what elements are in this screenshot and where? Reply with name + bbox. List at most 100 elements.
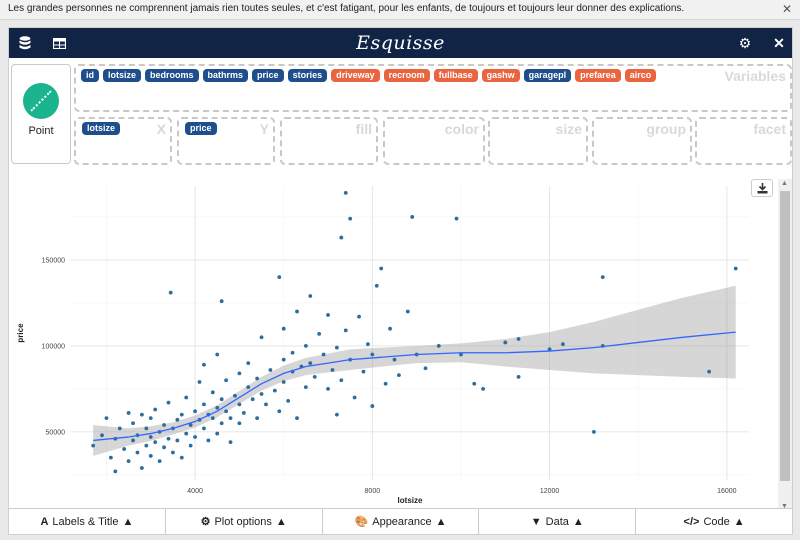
- data-point: [423, 366, 428, 371]
- palette-icon: 🎨: [354, 516, 369, 528]
- labels-title-button[interactable]: A Labels & Title ▲: [9, 509, 166, 534]
- data-point: [237, 402, 242, 407]
- y-tick-label: 50000: [46, 429, 66, 436]
- data-point: [436, 343, 441, 348]
- data-point: [312, 374, 317, 379]
- notice-close-icon[interactable]: ✕: [781, 2, 792, 16]
- size-dropzone[interactable]: size: [488, 117, 588, 165]
- data-point: [246, 361, 251, 365]
- x-dropzone[interactable]: lotsize X: [74, 117, 172, 165]
- data-point: [733, 266, 738, 271]
- data-point: [334, 345, 339, 350]
- variable-chip-lotsize[interactable]: lotsize: [103, 69, 142, 82]
- data-point: [202, 362, 206, 367]
- scroll-down-icon[interactable]: ▼: [781, 503, 788, 510]
- data-point: [197, 380, 202, 384]
- color-dropzone[interactable]: color: [383, 117, 485, 165]
- data-point: [184, 395, 189, 400]
- data-point: [215, 431, 220, 436]
- geom-selector[interactable]: Point: [11, 64, 71, 164]
- plot-scrollbar[interactable]: ▲ ▼: [778, 179, 792, 511]
- variable-chip-gashw[interactable]: gashw: [481, 69, 520, 82]
- data-point: [308, 361, 313, 365]
- data-point: [206, 438, 211, 443]
- data-point: [410, 215, 415, 219]
- data-point: [188, 423, 193, 427]
- data-point: [228, 416, 233, 421]
- data-point: [157, 459, 162, 463]
- x-tick-label: 12000: [540, 488, 560, 495]
- variable-chip-prefarea[interactable]: prefarea: [575, 69, 621, 82]
- data-point: [397, 373, 401, 378]
- data-point: [308, 294, 313, 298]
- size-label: size: [555, 121, 582, 137]
- scroll-up-icon[interactable]: ▲: [781, 180, 788, 187]
- data-point: [343, 190, 348, 195]
- data-point: [281, 357, 286, 362]
- data-point: [281, 326, 286, 331]
- database-icon[interactable]: [17, 35, 33, 51]
- variable-chip-id[interactable]: id: [81, 69, 99, 82]
- code-label: Code: [703, 515, 730, 528]
- appearance-button[interactable]: 🎨 Appearance ▲: [322, 509, 480, 534]
- variable-chip-bathrms[interactable]: bathrms: [202, 69, 249, 82]
- download-button[interactable]: [751, 179, 773, 197]
- variable-chip-recroom[interactable]: recroom: [383, 69, 430, 82]
- data-point: [330, 368, 335, 372]
- variable-chip-fullbase[interactable]: fullbase: [433, 69, 478, 82]
- data-point: [317, 331, 322, 336]
- x-tick-label: 16000: [717, 488, 737, 495]
- download-icon: [757, 182, 767, 193]
- plot-options-button[interactable]: ⚙ Plot options ▲: [165, 509, 323, 534]
- data-point: [303, 385, 308, 390]
- data-point: [326, 313, 330, 317]
- variable-chip-price[interactable]: price: [252, 69, 284, 82]
- scrollbar-thumb[interactable]: [780, 191, 790, 481]
- data-point: [241, 411, 246, 415]
- geom-label: Point: [28, 125, 54, 137]
- table-icon[interactable]: [51, 35, 67, 51]
- data-point: [171, 450, 175, 455]
- data-point: [361, 369, 366, 374]
- group-dropzone[interactable]: group: [592, 117, 692, 165]
- smooth-line: [93, 331, 736, 442]
- variable-chip-stories[interactable]: stories: [287, 69, 328, 82]
- variable-chip-bedrooms[interactable]: bedrooms: [145, 69, 199, 82]
- data-point: [144, 426, 149, 431]
- x-axis-title: lotsize: [398, 496, 423, 505]
- variables-dropzone[interactable]: id lotsize bedrooms bathrms price stories driv…: [74, 64, 792, 112]
- notice-text: Les grandes personnes ne comprennent jam…: [8, 3, 685, 14]
- fill-dropzone[interactable]: fill: [280, 117, 378, 165]
- group-label: group: [646, 121, 686, 137]
- data-point: [259, 335, 264, 340]
- data-point: [388, 326, 392, 331]
- data-point: [162, 423, 166, 427]
- data-point: [357, 314, 361, 319]
- code-button[interactable]: </> Code ▲: [636, 509, 792, 534]
- y-dropzone[interactable]: price Y: [177, 117, 275, 165]
- caret-up-icon: ▲: [122, 515, 134, 528]
- variable-chip-garagepl[interactable]: garagepl: [523, 69, 572, 82]
- data-point: [264, 402, 268, 407]
- data-button[interactable]: ▼ Data ▲: [479, 509, 637, 534]
- close-icon[interactable]: ✕: [773, 34, 785, 51]
- data-point: [516, 374, 521, 379]
- data-point: [148, 416, 153, 421]
- data-point: [374, 283, 379, 288]
- header-bar: Esquisse ⚙ ✕: [9, 28, 792, 58]
- data-point: [166, 436, 171, 441]
- facet-dropzone[interactable]: facet: [695, 117, 792, 165]
- data-point: [392, 357, 397, 362]
- data-point: [215, 405, 220, 410]
- data-point: [379, 266, 384, 271]
- data-point: [210, 390, 215, 395]
- x-variable-chip[interactable]: lotsize: [82, 122, 121, 135]
- gear-icon[interactable]: ⚙: [738, 34, 752, 51]
- data-point: [179, 455, 184, 460]
- variable-chip-airco[interactable]: airco: [624, 69, 657, 82]
- data-point: [272, 388, 277, 393]
- data-point: [219, 421, 224, 426]
- variable-chip-driveway[interactable]: driveway: [331, 69, 380, 82]
- y-variable-chip[interactable]: price: [185, 122, 217, 135]
- data-point: [370, 352, 375, 357]
